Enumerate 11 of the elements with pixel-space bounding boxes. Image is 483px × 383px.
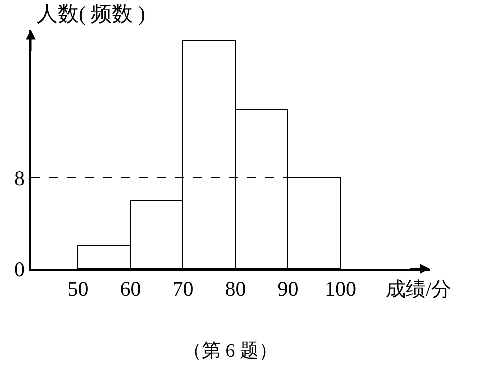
x-tick-label: 60 [120,276,142,301]
x-tick-label: 70 [172,276,194,301]
x-tick-label: 80 [225,276,246,301]
x-tick-label: 90 [278,276,299,301]
x-tick-label: 50 [68,276,89,301]
x-axis-title: 成绩/分 [386,279,452,301]
text: （第 6 题） [183,341,278,362]
y-tick-label: 8 [14,166,26,190]
x-tick-label: 100 [325,276,356,301]
y-tick-label: 0 [14,257,26,282]
y-axis-title: 人数( 频数 ) [37,2,146,26]
